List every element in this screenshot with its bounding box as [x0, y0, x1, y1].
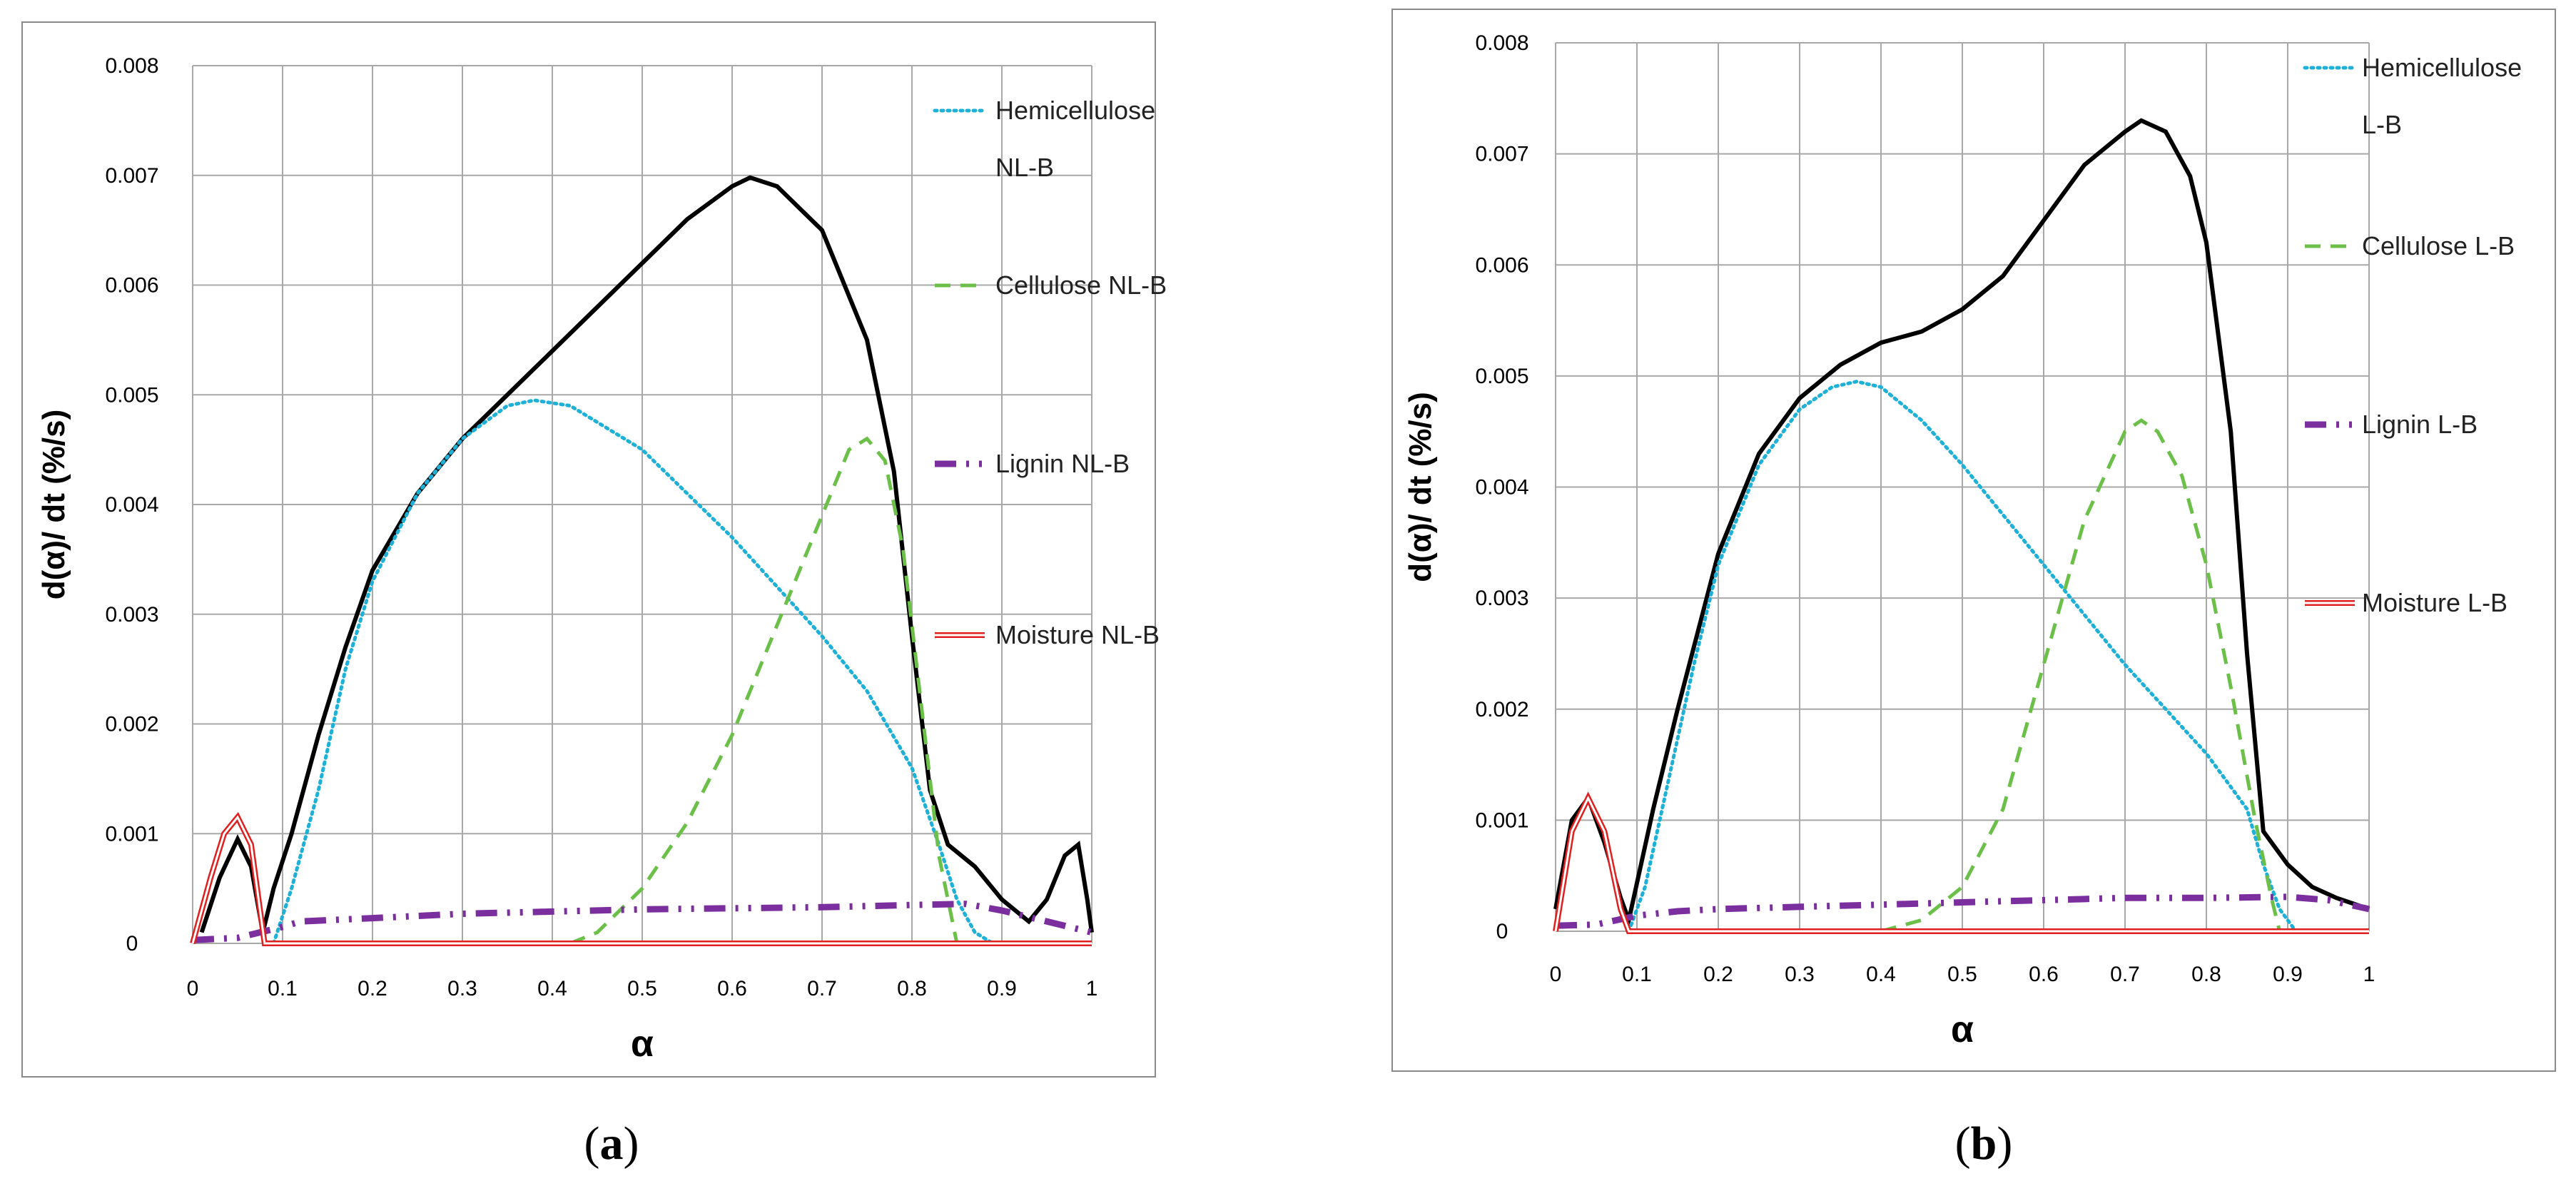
y-tick-label: 0.006 — [1475, 253, 1528, 277]
y-tick-label: 0.002 — [1475, 698, 1528, 721]
x-axis-label: α — [631, 1023, 654, 1065]
x-tick-label: 0.7 — [807, 977, 837, 1000]
legend-label: Cellulose L-B — [2362, 231, 2515, 260]
y-tick-label: 0.006 — [105, 274, 158, 298]
y-tick-label: 0.008 — [105, 54, 158, 78]
x-tick-label: 0 — [187, 977, 199, 1000]
y-tick-label: 0.003 — [1475, 587, 1528, 610]
caption-b: (b) — [1954, 1117, 2013, 1170]
y-tick-label: 0 — [1496, 920, 1508, 943]
y-tick-label: 0.004 — [105, 493, 158, 517]
y-axis-label: d(α)/ dt (%/s) — [36, 410, 71, 600]
x-tick-label: 0.1 — [1622, 963, 1652, 986]
legend-label: L-B — [2362, 110, 2402, 139]
y-tick-label: 0.003 — [105, 603, 158, 627]
caption-a: (a) — [584, 1117, 639, 1170]
legend-label: Hemicellulose — [2362, 53, 2522, 82]
x-tick-label: 0.4 — [537, 977, 567, 1000]
x-tick-label: 0.3 — [447, 977, 477, 1000]
x-tick-label: 1 — [1086, 977, 1098, 1000]
series-line-cellulose — [569, 436, 959, 946]
x-tick-label: 0.2 — [1703, 963, 1733, 986]
y-tick-label: 0.007 — [1475, 143, 1528, 166]
x-tick-label: 1 — [2363, 963, 2375, 986]
x-tick-label: 0 — [1550, 963, 1562, 986]
x-tick-label: 0.5 — [1947, 963, 1977, 986]
legend-label: Moisture NL-B — [995, 620, 1160, 649]
series-line-hemicellulose — [1627, 380, 2298, 933]
chart-b: 0 0.1 0.2 0.3 0.4 0.5 0.6 0.7 0.8 0.9 1 0 0.001 0.002… — [1403, 31, 2522, 1050]
x-tick-label: 0.9 — [987, 977, 1017, 1000]
x-axis-label: α — [1951, 1009, 1974, 1050]
x-tick-label: 0.8 — [2191, 963, 2221, 986]
y-tick-label: 0.008 — [1475, 31, 1528, 55]
y-tick-label: 0.005 — [105, 383, 158, 407]
y-tick-label: 0.004 — [1475, 476, 1528, 500]
series-line-lignin — [1555, 893, 2370, 929]
series-line-total — [199, 175, 1094, 933]
x-tick-label: 0.3 — [1785, 963, 1815, 986]
x-tick-label: 0.7 — [2110, 963, 2140, 986]
legend-label: Cellulose NL-B — [995, 270, 1167, 300]
x-tick-label: 0.9 — [2273, 963, 2303, 986]
y-axis-label: d(α)/ dt (%/s) — [1403, 392, 1438, 582]
series-line-cellulose — [1880, 418, 2282, 933]
series-line-lignin — [192, 901, 1093, 943]
y-tick-label: 0 — [126, 932, 138, 956]
y-tick-label: 0.001 — [105, 822, 158, 846]
y-tick-label: 0.002 — [105, 713, 158, 736]
x-tick-label: 0.6 — [717, 977, 747, 1000]
chart-a: 0 0.1 0.2 0.3 0.4 0.5 0.6 0.7 0.8 0.9 1 0 0.001 0.002… — [36, 54, 1167, 1065]
series-line-moisture-inner — [191, 815, 1092, 945]
x-tick-label: 0.4 — [1866, 963, 1896, 986]
chart-panel-b-frame — [1391, 9, 2556, 1072]
y-tick-label: 0.001 — [1475, 809, 1528, 832]
x-tick-label: 0.5 — [627, 977, 657, 1000]
legend-label: Hemicellulose — [995, 96, 1155, 125]
y-tick-label: 0.005 — [1475, 365, 1528, 388]
y-tick-label: 0.007 — [105, 164, 158, 188]
x-tick-label: 0.2 — [358, 977, 387, 1000]
legend-label: Moisture L-B — [2362, 588, 2507, 617]
legend-label: Lignin L-B — [2362, 410, 2478, 439]
series-line-hemicellulose — [271, 398, 995, 946]
x-tick-label: 0.8 — [897, 977, 927, 1000]
x-tick-label: 0.1 — [268, 977, 298, 1000]
legend-label: Lignin NL-B — [995, 449, 1130, 478]
series-line-moisture-inner — [1554, 795, 2369, 933]
legend-label: NL-B — [995, 153, 1054, 182]
x-tick-label: 0.6 — [2029, 963, 2059, 986]
